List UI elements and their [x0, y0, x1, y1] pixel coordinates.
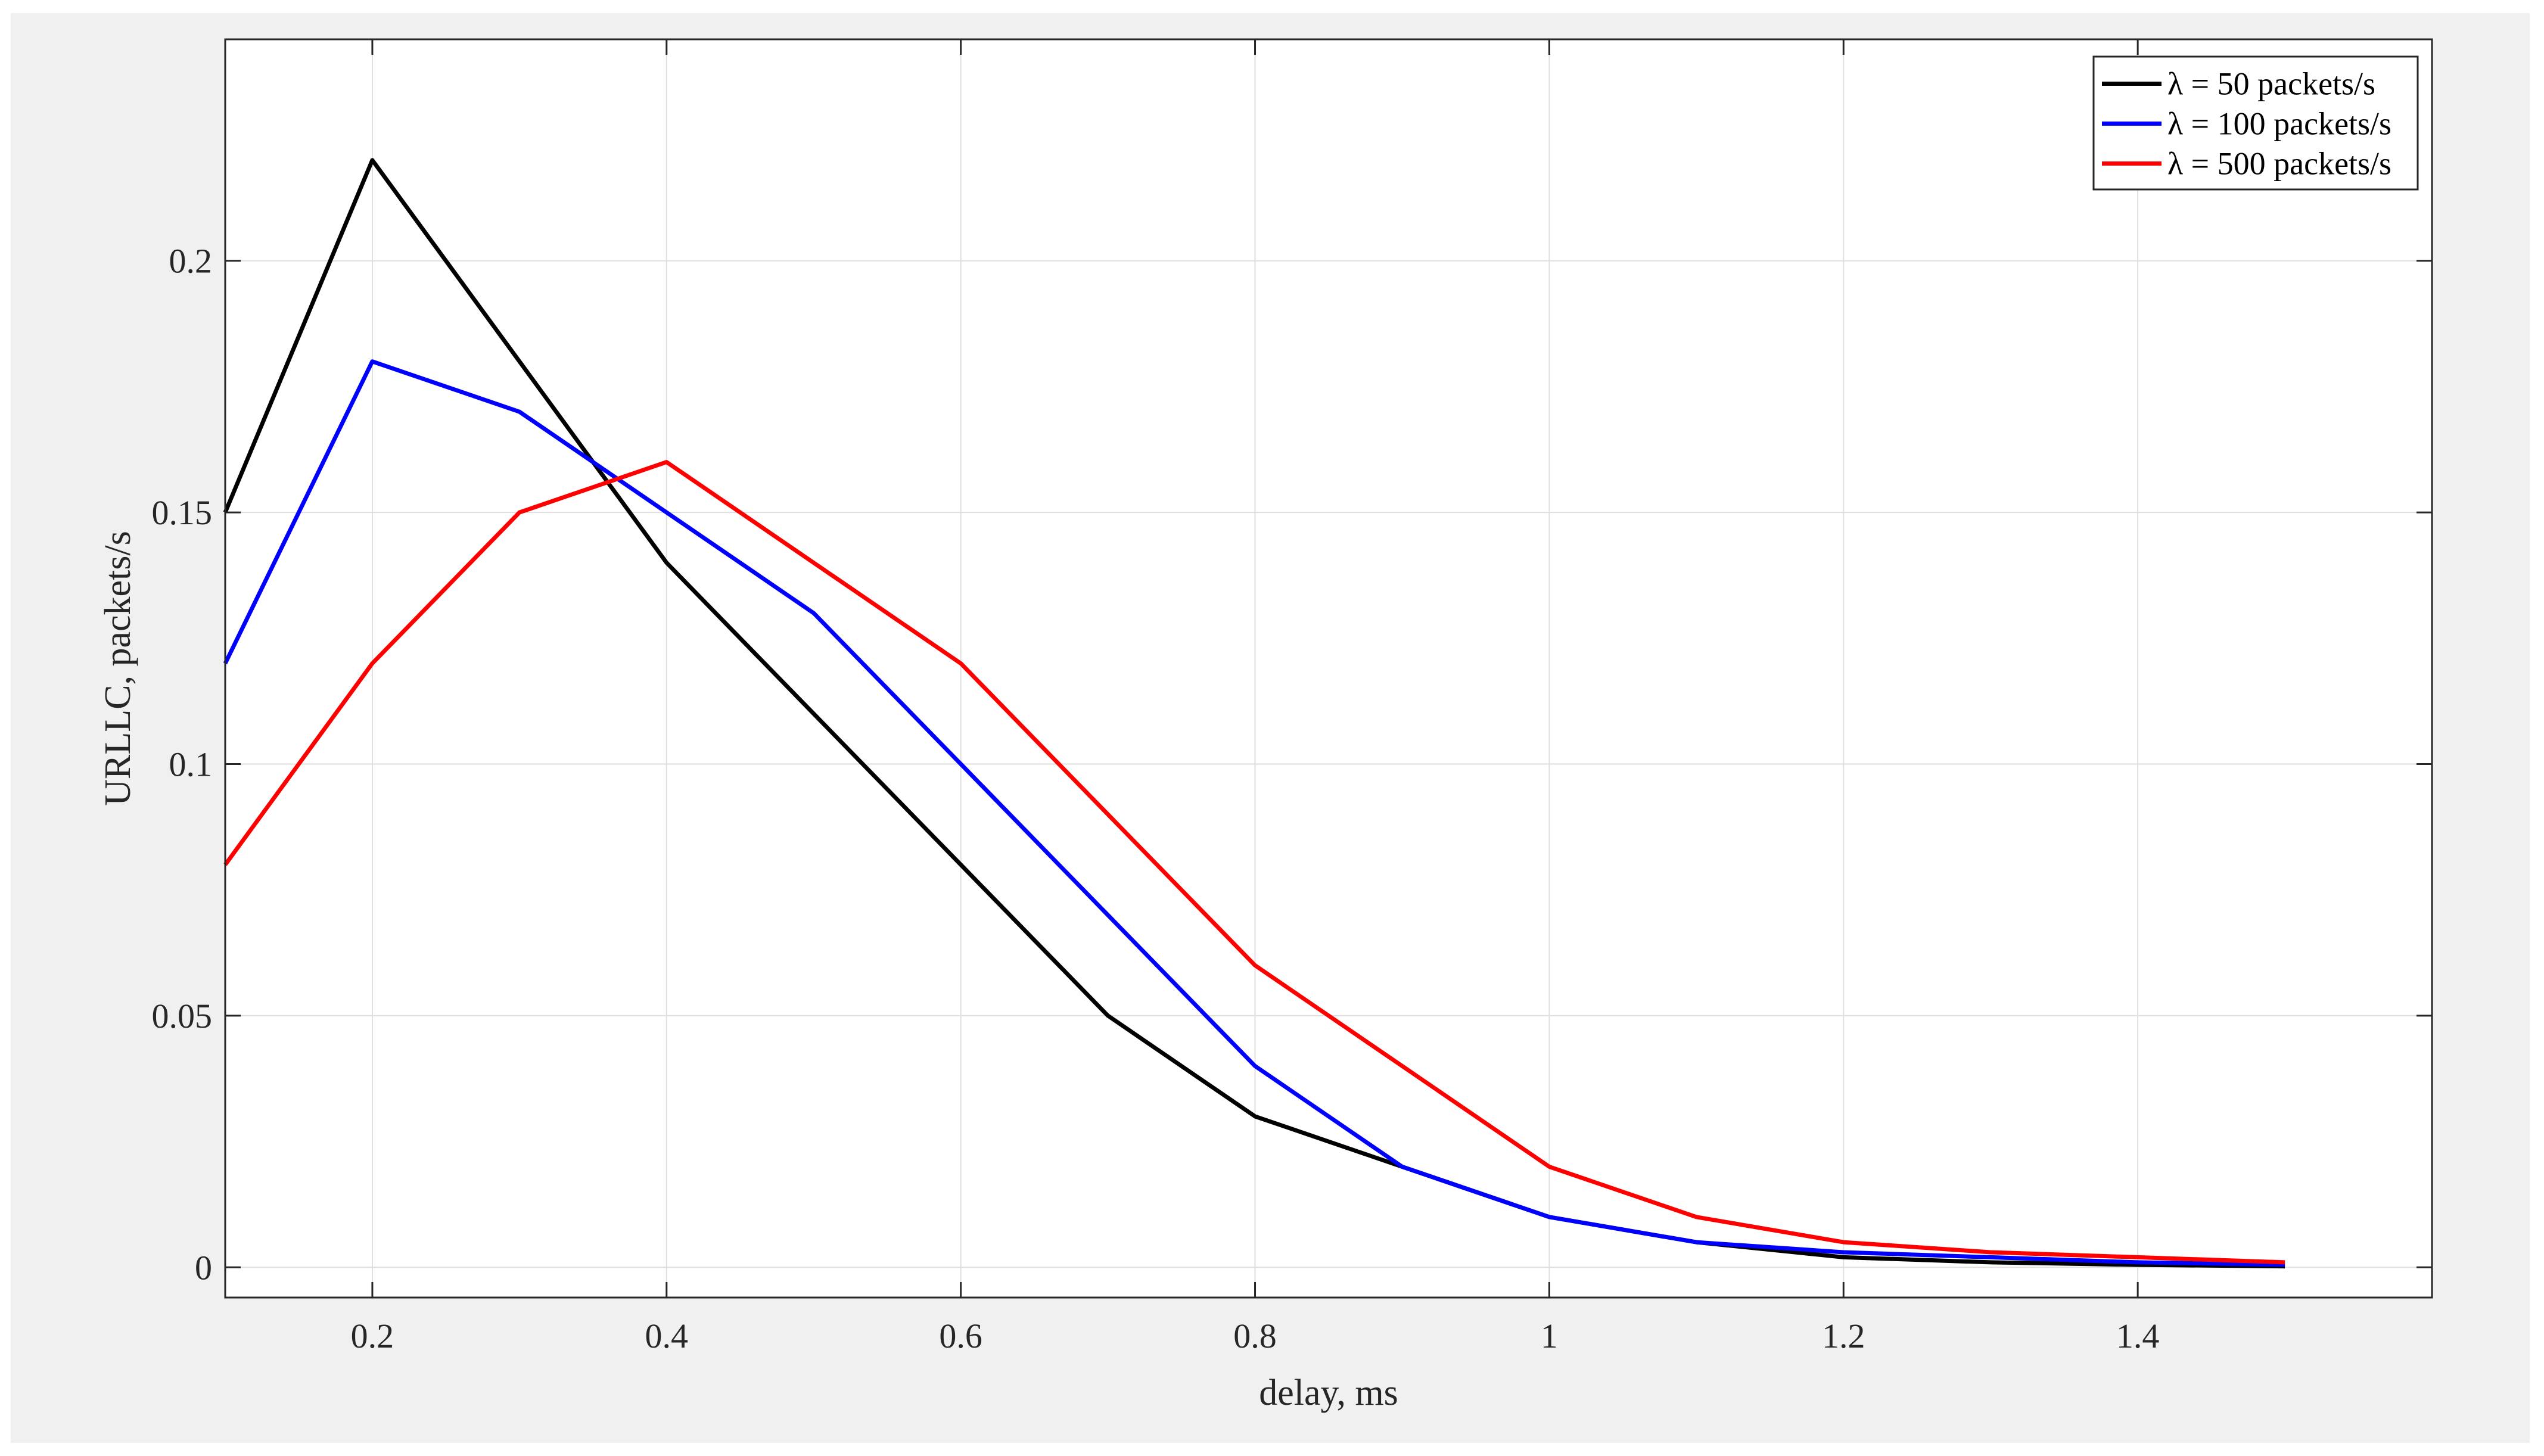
- plot-border: [224, 38, 2433, 1299]
- y-axis-title: URLLC, packets/s: [98, 531, 138, 806]
- series-line-3: [223, 460, 2285, 1265]
- y-tick-label: 0.2: [169, 242, 213, 281]
- legend-label: λ = 50 packets/s: [2167, 66, 2375, 102]
- legend-label: λ = 100 packets/s: [2167, 106, 2391, 142]
- x-tick-label: 0.2: [351, 1317, 394, 1355]
- series-line-1: [223, 158, 2285, 1269]
- x-tick-label: 0.4: [645, 1317, 689, 1355]
- y-tick-label: 0: [195, 1248, 212, 1287]
- x-tick-label: 0.6: [939, 1317, 982, 1355]
- x-tick-label: 1.4: [2116, 1317, 2160, 1355]
- x-axis-title: delay, ms: [1259, 1373, 1398, 1413]
- axis-ticks: 0.2 0.4 0.6 0.8 1 1.2 1.4 0 0.05 0.1 0.15 0.2: [152, 39, 2432, 1355]
- x-tick-label: 1.2: [1822, 1317, 1865, 1355]
- legend: λ = 50 packets/s λ = 100 packets/s λ = 500…: [2092, 55, 2419, 191]
- x-tick-label: 1: [1541, 1317, 1558, 1355]
- legend-label: λ = 500 packets/s: [2167, 146, 2391, 182]
- grid-lines: [225, 39, 2432, 1298]
- series-line-2: [223, 359, 2285, 1267]
- y-tick-label: 0.15: [152, 493, 213, 532]
- y-tick-label: 0.1: [169, 745, 213, 784]
- series-lines: [223, 158, 2285, 1269]
- x-tick-label: 0.8: [1233, 1317, 1277, 1355]
- y-tick-label: 0.05: [152, 997, 213, 1035]
- plot-area: [225, 39, 2432, 1298]
